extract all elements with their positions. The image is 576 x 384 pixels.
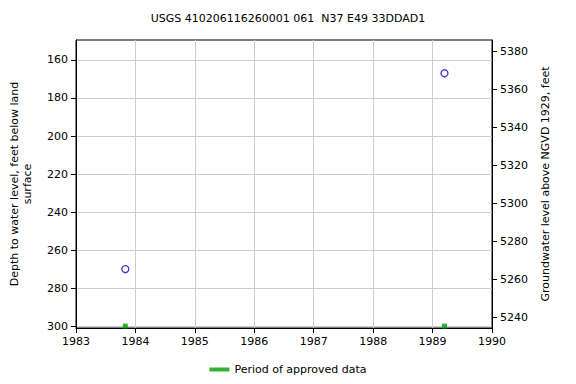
svg-text:5300: 5300 xyxy=(500,197,528,210)
svg-text:1988: 1988 xyxy=(359,335,387,348)
svg-text:180: 180 xyxy=(47,91,68,104)
svg-text:5360: 5360 xyxy=(500,83,528,96)
svg-text:5240: 5240 xyxy=(500,311,528,324)
svg-text:Groundwater level above NGVD 1: Groundwater level above NGVD 1929, feet xyxy=(539,66,552,302)
svg-text:5280: 5280 xyxy=(500,235,528,248)
svg-text:1987: 1987 xyxy=(300,335,328,348)
svg-text:1985: 1985 xyxy=(181,335,209,348)
svg-text:1986: 1986 xyxy=(240,335,268,348)
svg-text:1984: 1984 xyxy=(121,335,149,348)
svg-text:160: 160 xyxy=(47,53,68,66)
svg-text:5320: 5320 xyxy=(500,159,528,172)
svg-text:USGS 410206116260001 061 N37: USGS 410206116260001 061 N37 E49 33DDAD1 xyxy=(151,12,425,25)
svg-text:1990: 1990 xyxy=(478,335,506,348)
svg-text:5260: 5260 xyxy=(500,273,528,286)
svg-text:5380: 5380 xyxy=(500,45,528,58)
svg-text:280: 280 xyxy=(47,282,68,295)
svg-text:300: 300 xyxy=(47,320,68,333)
svg-text:240: 240 xyxy=(47,206,68,219)
svg-text:1989: 1989 xyxy=(419,335,447,348)
svg-text:260: 260 xyxy=(47,244,68,257)
svg-text:Period of approved data: Period of approved data xyxy=(234,363,366,376)
svg-text:5340: 5340 xyxy=(500,121,528,134)
svg-text:200: 200 xyxy=(47,130,68,143)
svg-text:1983: 1983 xyxy=(62,335,90,348)
svg-text:Depth to water level, feet bel: Depth to water level, feet below land xyxy=(8,82,21,287)
svg-text:220: 220 xyxy=(47,168,68,181)
svg-text:surface: surface xyxy=(21,163,34,204)
